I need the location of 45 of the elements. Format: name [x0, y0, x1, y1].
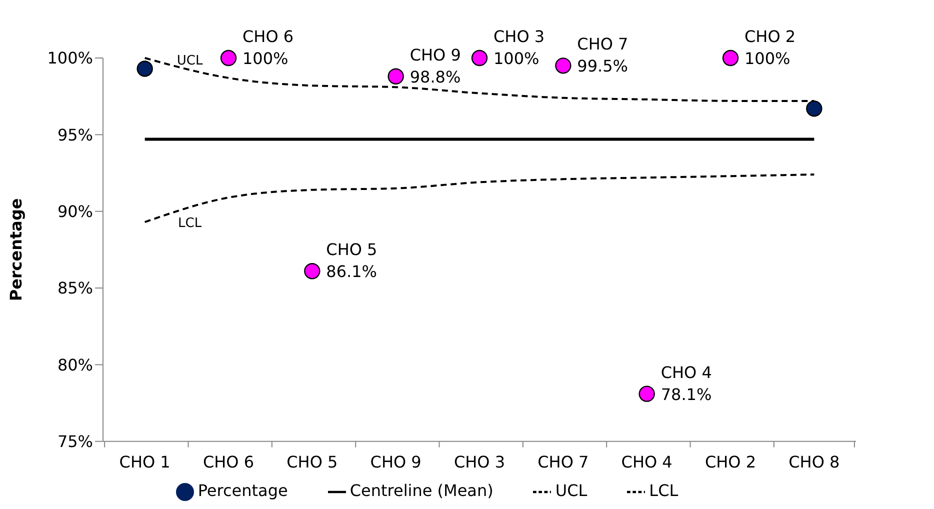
point	[722, 50, 739, 66]
x-tick-label: CHO 3	[454, 452, 506, 472]
legend-label: LCL	[649, 481, 678, 500]
y-tick-label: 90%	[57, 202, 93, 222]
annotation: CHO 2	[744, 27, 796, 46]
y-tick-label: 85%	[57, 278, 93, 298]
point	[471, 50, 488, 66]
legend-label: Centreline (Mean)	[350, 481, 494, 500]
x-tick-label: CHO 1	[119, 452, 170, 472]
annotation: CHO 9	[410, 45, 461, 64]
annotation: UCL	[176, 54, 204, 69]
point	[388, 68, 404, 84]
data-label: 99.5%	[577, 56, 628, 76]
y-tick-label: 100%	[47, 48, 93, 68]
data-label: 100%	[494, 49, 540, 68]
data-label: 100%	[744, 49, 790, 68]
annotation: CHO 3	[494, 27, 545, 46]
annotation: CHO 6	[242, 27, 294, 46]
point	[555, 58, 572, 74]
legend-label: UCL	[555, 481, 588, 500]
point	[136, 60, 153, 77]
y-axis-title: Percentage	[6, 198, 26, 302]
data-label: 100%	[242, 49, 288, 68]
y-tick-label: 75%	[57, 432, 93, 452]
annotation: CHO 5	[326, 240, 378, 260]
annotation: LCL	[178, 216, 202, 232]
x-tick-label: CHO 5	[286, 452, 338, 472]
x-tick-label: CHO 2	[704, 452, 756, 472]
x-tick-label: CHO 9	[370, 452, 422, 472]
data-label: 86.1%	[326, 262, 377, 282]
x-tick-label: CHO 4	[621, 452, 672, 472]
legend-label: Percentage	[198, 481, 288, 500]
y-tick-label: 95%	[57, 125, 93, 144]
data-label: 98.8%	[410, 67, 461, 86]
data-label: 78.1%	[660, 384, 712, 404]
point	[220, 50, 237, 66]
x-tick-label: CHO 6	[202, 452, 254, 472]
y-tick-label: 80%	[57, 355, 93, 374]
point	[304, 263, 320, 280]
x-tick-label: CHO 8	[788, 452, 840, 472]
annotation: CHO 7	[577, 34, 628, 54]
x-tick-label: CHO 7	[538, 452, 589, 472]
point	[806, 100, 822, 117]
point	[638, 386, 655, 402]
annotation: CHO 4	[660, 362, 712, 382]
